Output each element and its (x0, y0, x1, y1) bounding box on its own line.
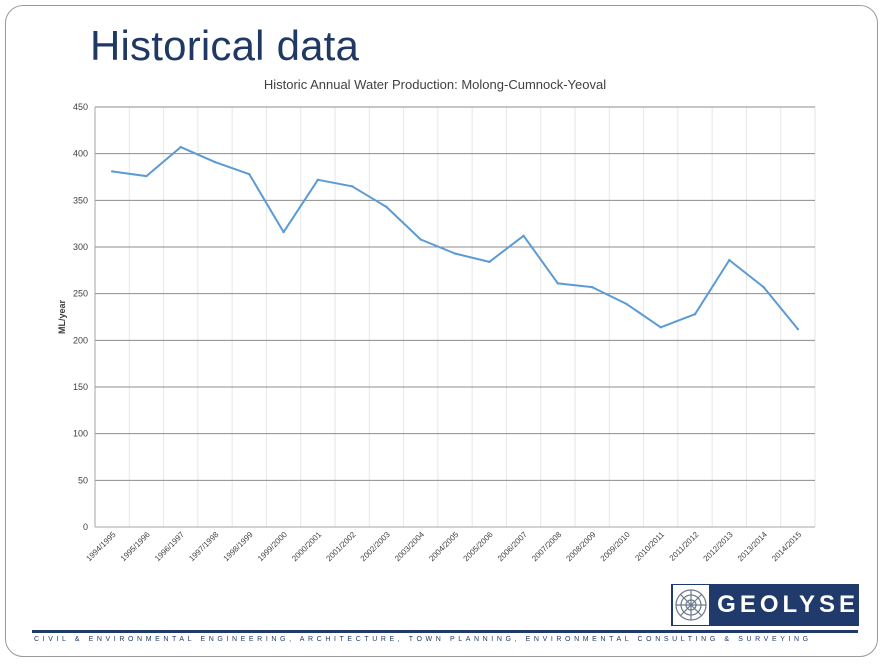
slide-frame (5, 5, 878, 657)
x-tick-label: 2012/2013 (702, 530, 735, 563)
y-axis-label: ML/year (57, 299, 67, 334)
x-tick-label: 2013/2014 (736, 530, 769, 563)
data-point (453, 252, 457, 255)
x-tick-label: 2014/2015 (770, 530, 803, 563)
data-point (179, 145, 182, 149)
y-tick-label: 250 (73, 289, 88, 299)
x-tick-label: 1998/1999 (222, 530, 255, 563)
x-tick-label: 1995/1996 (119, 530, 152, 563)
data-point (282, 230, 285, 234)
data-point (556, 282, 560, 285)
chart-title: Historic Annual Water Production: Molong… (264, 77, 606, 92)
y-tick-label: 100 (73, 429, 88, 439)
y-tick-label: 150 (73, 382, 88, 392)
footer-divider (32, 630, 858, 633)
x-tick-label: 2001/2002 (324, 530, 357, 563)
data-point (590, 285, 594, 289)
data-point (659, 326, 662, 329)
y-tick-label: 200 (73, 335, 88, 345)
x-tick-label: 1997/1998 (187, 530, 220, 563)
x-tick-label: 1999/2000 (256, 530, 289, 563)
data-point (110, 170, 114, 173)
x-tick-label: 1994/1995 (84, 530, 117, 563)
y-tick-label: 350 (73, 195, 88, 205)
company-name: GEOLYSE (717, 591, 859, 618)
x-tick-label: 2000/2001 (290, 530, 323, 563)
x-tick-label: 2006/2007 (496, 530, 529, 563)
geolyse-logo: GEOLYSE (671, 584, 859, 626)
x-tick-label: 2002/2003 (359, 530, 392, 563)
y-tick-label: 50 (78, 475, 88, 485)
data-point (488, 260, 491, 264)
y-tick-label: 300 (73, 242, 88, 252)
data-point (350, 185, 354, 188)
data-point (145, 174, 148, 178)
data-point (762, 285, 765, 289)
x-tick-label: 2007/2008 (530, 530, 563, 563)
data-point (213, 160, 217, 164)
geolyse-emblem-icon (673, 585, 710, 625)
data-point (522, 234, 525, 237)
series-line (111, 146, 799, 330)
footer-tagline: CIVIL & ENVIRONMENTAL ENGINEERING, ARCHI… (34, 636, 812, 643)
data-point (796, 327, 800, 331)
x-tick-label: 2005/2006 (462, 530, 495, 563)
x-tick-label: 2004/2005 (427, 530, 460, 563)
x-tick-label: 1996/1997 (153, 530, 186, 563)
y-tick-label: 400 (73, 149, 88, 159)
y-tick-label: 450 (73, 102, 88, 112)
x-tick-label: 2010/2011 (633, 530, 666, 563)
data-point (693, 313, 697, 316)
x-tick-label: 2011/2012 (668, 530, 701, 563)
data-point (728, 258, 731, 262)
x-tick-label: 2009/2010 (599, 530, 632, 563)
data-point (248, 173, 251, 176)
y-tick-label: 0 (83, 522, 88, 532)
x-tick-label: 2003/2004 (393, 530, 426, 563)
data-point (316, 178, 320, 181)
data-point (419, 238, 422, 241)
slide-title: Historical data (90, 22, 360, 69)
data-point (385, 205, 388, 209)
data-point (625, 302, 628, 306)
x-tick-label: 2008/2009 (564, 530, 597, 563)
